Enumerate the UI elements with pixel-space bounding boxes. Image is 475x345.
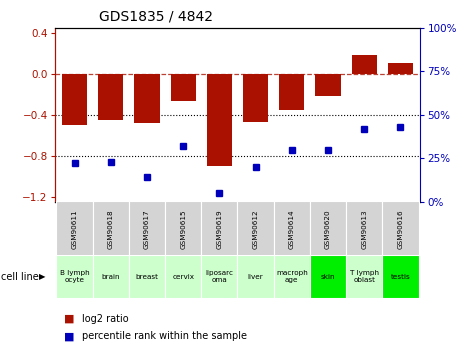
Text: ▶: ▶ [39, 272, 46, 282]
Bar [388, 63, 413, 74]
Text: GSM90619: GSM90619 [217, 209, 222, 249]
Bar [279, 74, 304, 110]
Text: GSM90611: GSM90611 [72, 209, 77, 249]
Bar [93, 255, 129, 298]
Bar [238, 201, 274, 257]
Text: GSM90612: GSM90612 [253, 209, 258, 249]
Bar [238, 255, 274, 298]
Bar [346, 255, 382, 298]
Text: brain: brain [102, 274, 120, 280]
Text: breast: breast [135, 274, 159, 280]
Bar [98, 74, 124, 120]
Bar [315, 74, 341, 96]
Text: GSM90620: GSM90620 [325, 209, 331, 249]
Text: cell line: cell line [1, 272, 38, 282]
Text: GDS1835 / 4842: GDS1835 / 4842 [98, 10, 212, 24]
Bar [201, 255, 238, 298]
Bar [201, 201, 238, 257]
Bar [243, 74, 268, 122]
Text: log2 ratio: log2 ratio [82, 314, 129, 324]
Bar [346, 201, 382, 257]
Bar [129, 201, 165, 257]
Bar [93, 201, 129, 257]
Text: GSM90617: GSM90617 [144, 209, 150, 249]
Bar [274, 255, 310, 298]
Text: liposarc
oma: liposarc oma [205, 270, 233, 283]
Bar [165, 201, 201, 257]
Text: T lymph
oblast: T lymph oblast [350, 270, 379, 283]
Bar [62, 74, 87, 125]
Bar [57, 201, 93, 257]
Text: cervix: cervix [172, 274, 194, 280]
Text: GSM90615: GSM90615 [180, 209, 186, 249]
Text: B lymph
ocyte: B lymph ocyte [60, 270, 89, 283]
Text: GSM90616: GSM90616 [398, 209, 403, 249]
Bar [57, 255, 93, 298]
Text: GSM90614: GSM90614 [289, 209, 295, 249]
Bar [274, 201, 310, 257]
Text: GSM90613: GSM90613 [361, 209, 367, 249]
Bar [382, 255, 418, 298]
Text: ■: ■ [64, 332, 75, 341]
Bar [352, 55, 377, 74]
Bar [310, 201, 346, 257]
Text: liver: liver [248, 274, 264, 280]
Text: GSM90618: GSM90618 [108, 209, 114, 249]
Bar [165, 255, 201, 298]
Text: skin: skin [321, 274, 335, 280]
Text: macroph
age: macroph age [276, 270, 308, 283]
Text: ■: ■ [64, 314, 75, 324]
Bar [382, 201, 418, 257]
Bar [207, 74, 232, 166]
Text: percentile rank within the sample: percentile rank within the sample [82, 332, 247, 341]
Bar [171, 74, 196, 101]
Bar [134, 74, 160, 123]
Bar [310, 255, 346, 298]
Text: testis: testis [390, 274, 410, 280]
Bar [129, 255, 165, 298]
